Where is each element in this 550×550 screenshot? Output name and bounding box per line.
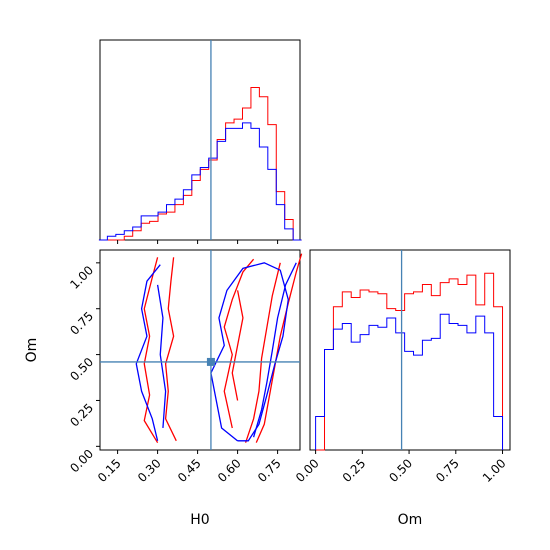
truth-marker: [206, 357, 215, 366]
contour-series-a-5: [231, 290, 244, 401]
om-y-tick-label-2: 0.50: [67, 355, 96, 384]
contour-series-a-3: [244, 262, 281, 443]
h0-tick-label-4: 0.75: [255, 456, 284, 485]
contour-series-b-3: [252, 262, 297, 438]
contour-series-a-2: [255, 253, 303, 443]
h0-histogram-series-a: [98, 86, 302, 241]
h0-tick-label-1: 0.30: [135, 456, 164, 485]
om-y-tick-label-0: 0.00: [67, 447, 96, 476]
h0-histogram: [98, 40, 302, 241]
om-hist-tick-label-0: 0.00: [293, 456, 322, 485]
h0-tick-label-2: 0.45: [175, 456, 204, 485]
contour-series-a-0: [143, 257, 159, 443]
x-axis-label-h0: H0: [190, 512, 209, 528]
om-y-tick-label-4: 1.00: [67, 263, 96, 292]
h0-tick-label-0: 0.15: [95, 456, 124, 485]
h0-histogram-frame: [99, 39, 301, 241]
y-axis-label-om: Om: [24, 338, 40, 363]
om-hist-tick-label-4: 1.00: [480, 456, 509, 485]
h0-histogram-series-b: [98, 122, 302, 241]
contour-series-b-0: [135, 264, 161, 441]
om-histogram: [315, 250, 504, 451]
om-hist-tick-label-2: 0.50: [386, 456, 415, 485]
om-histogram-frame: [309, 249, 511, 451]
contour-series-a-1: [164, 257, 177, 442]
om-y-tick-label-1: 0.25: [67, 401, 96, 430]
joint-contour-panel: [100, 250, 303, 450]
x-axis-label-om: Om: [398, 512, 423, 528]
contour-series-b-1: [156, 284, 167, 429]
om-hist-tick-label-3: 0.75: [433, 456, 462, 485]
h0-tick-label-3: 0.60: [215, 456, 244, 485]
om-hist-tick-label-1: 0.25: [340, 456, 369, 485]
contour-series-b-2: [210, 262, 289, 442]
joint-contour-frame: [99, 249, 301, 451]
om-histogram-series-b: [315, 313, 504, 450]
om-y-tick-label-3: 0.75: [67, 309, 96, 338]
contour-series-a-4: [223, 258, 255, 429]
om-histogram-series-a: [315, 272, 504, 451]
